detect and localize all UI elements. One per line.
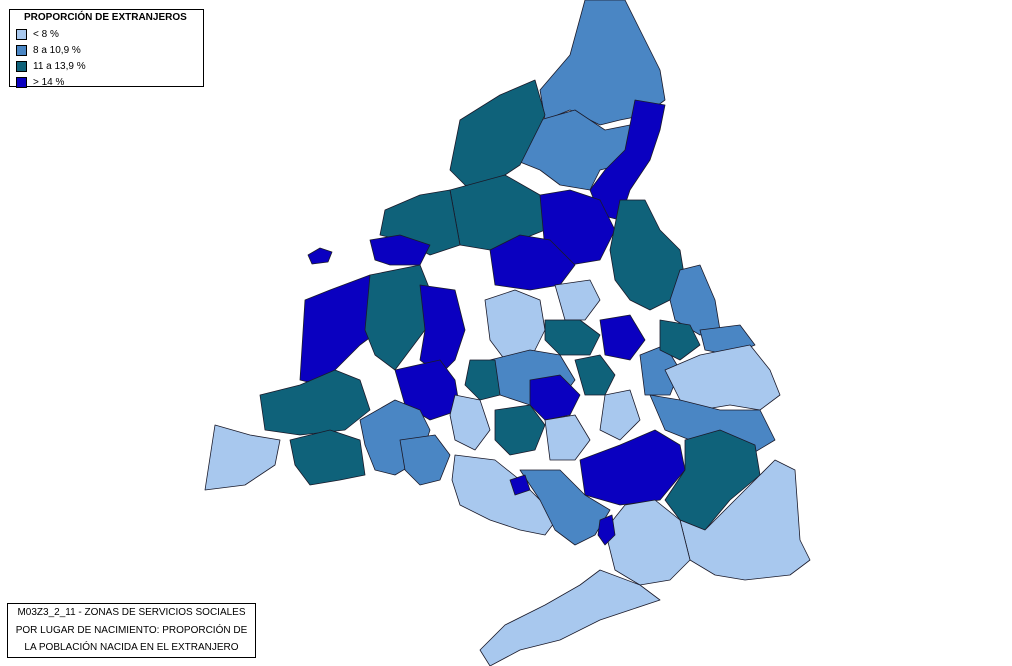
zone-s-tip	[479, 569, 661, 666]
zone-sw-medium-2	[399, 434, 451, 486]
legend-item: > 14 %	[16, 74, 203, 90]
zone-center-11	[659, 319, 701, 361]
zone-s-blue-small-2	[509, 474, 531, 496]
zone-center-9	[599, 389, 641, 441]
zone-s-teal	[664, 429, 761, 531]
map-legend: PROPORCIÓN DE EXTRANJEROS < 8 % 8 a 10,9…	[9, 9, 204, 90]
zone-sw-teal	[259, 369, 371, 436]
zone-n-blue-2	[489, 234, 576, 291]
legend-item: 11 a 13,9 %	[16, 58, 203, 74]
legend-item: < 8 %	[16, 26, 203, 42]
legend-item: 8 a 10,9 %	[16, 42, 203, 58]
legend-swatch	[16, 28, 27, 40]
zone-islet	[307, 247, 333, 265]
zone-sw-light	[204, 424, 281, 491]
caption-line: LA POBLACIÓN NACIDA EN EL EXTRANJERO	[24, 642, 239, 653]
zone-c-light-3	[449, 394, 491, 451]
zone-center-4	[599, 314, 646, 361]
zone-center-5	[544, 319, 601, 356]
zone-s-medium	[519, 469, 611, 546]
zone-se-light	[679, 459, 811, 581]
legend-label: < 8 %	[33, 28, 59, 40]
map-caption: M03Z3_2_11 - ZONAS DE SERVICIOS SOCIALES…	[7, 603, 256, 658]
zone-c-light-2	[554, 279, 601, 321]
legend-label: 8 a 10,9 %	[33, 44, 81, 56]
legend-title: PROPORCIÓN DE EXTRANJEROS	[24, 12, 187, 23]
caption-line: M03Z3_2_11 - ZONAS DE SERVICIOS SOCIALES	[17, 607, 246, 618]
zone-s-light-2	[604, 499, 691, 586]
legend-swatch	[16, 44, 27, 56]
zone-s-blue-small	[597, 514, 616, 546]
caption-line: POR LUGAR DE NACIMIENTO: PROPORCIÓN DE	[15, 624, 248, 636]
zone-center-8	[544, 414, 591, 461]
zone-c-light	[484, 289, 546, 361]
legend-swatch	[16, 60, 27, 72]
zone-s-light-1	[451, 454, 561, 536]
zone-nw-teal-2	[449, 174, 546, 251]
zone-sw-teal-2	[289, 429, 366, 486]
zone-w-teal	[364, 264, 431, 371]
zone-nw-teal	[449, 79, 546, 191]
legend-label: 11 a 13,9 %	[33, 60, 86, 72]
zone-w-blue-2	[419, 284, 466, 376]
legend-label: > 14 %	[33, 76, 65, 88]
legend-swatch	[16, 76, 27, 88]
zone-center-6	[464, 359, 501, 401]
zone-center-3	[574, 354, 616, 396]
zone-center-7	[494, 404, 546, 456]
zone-north	[539, 0, 666, 126]
